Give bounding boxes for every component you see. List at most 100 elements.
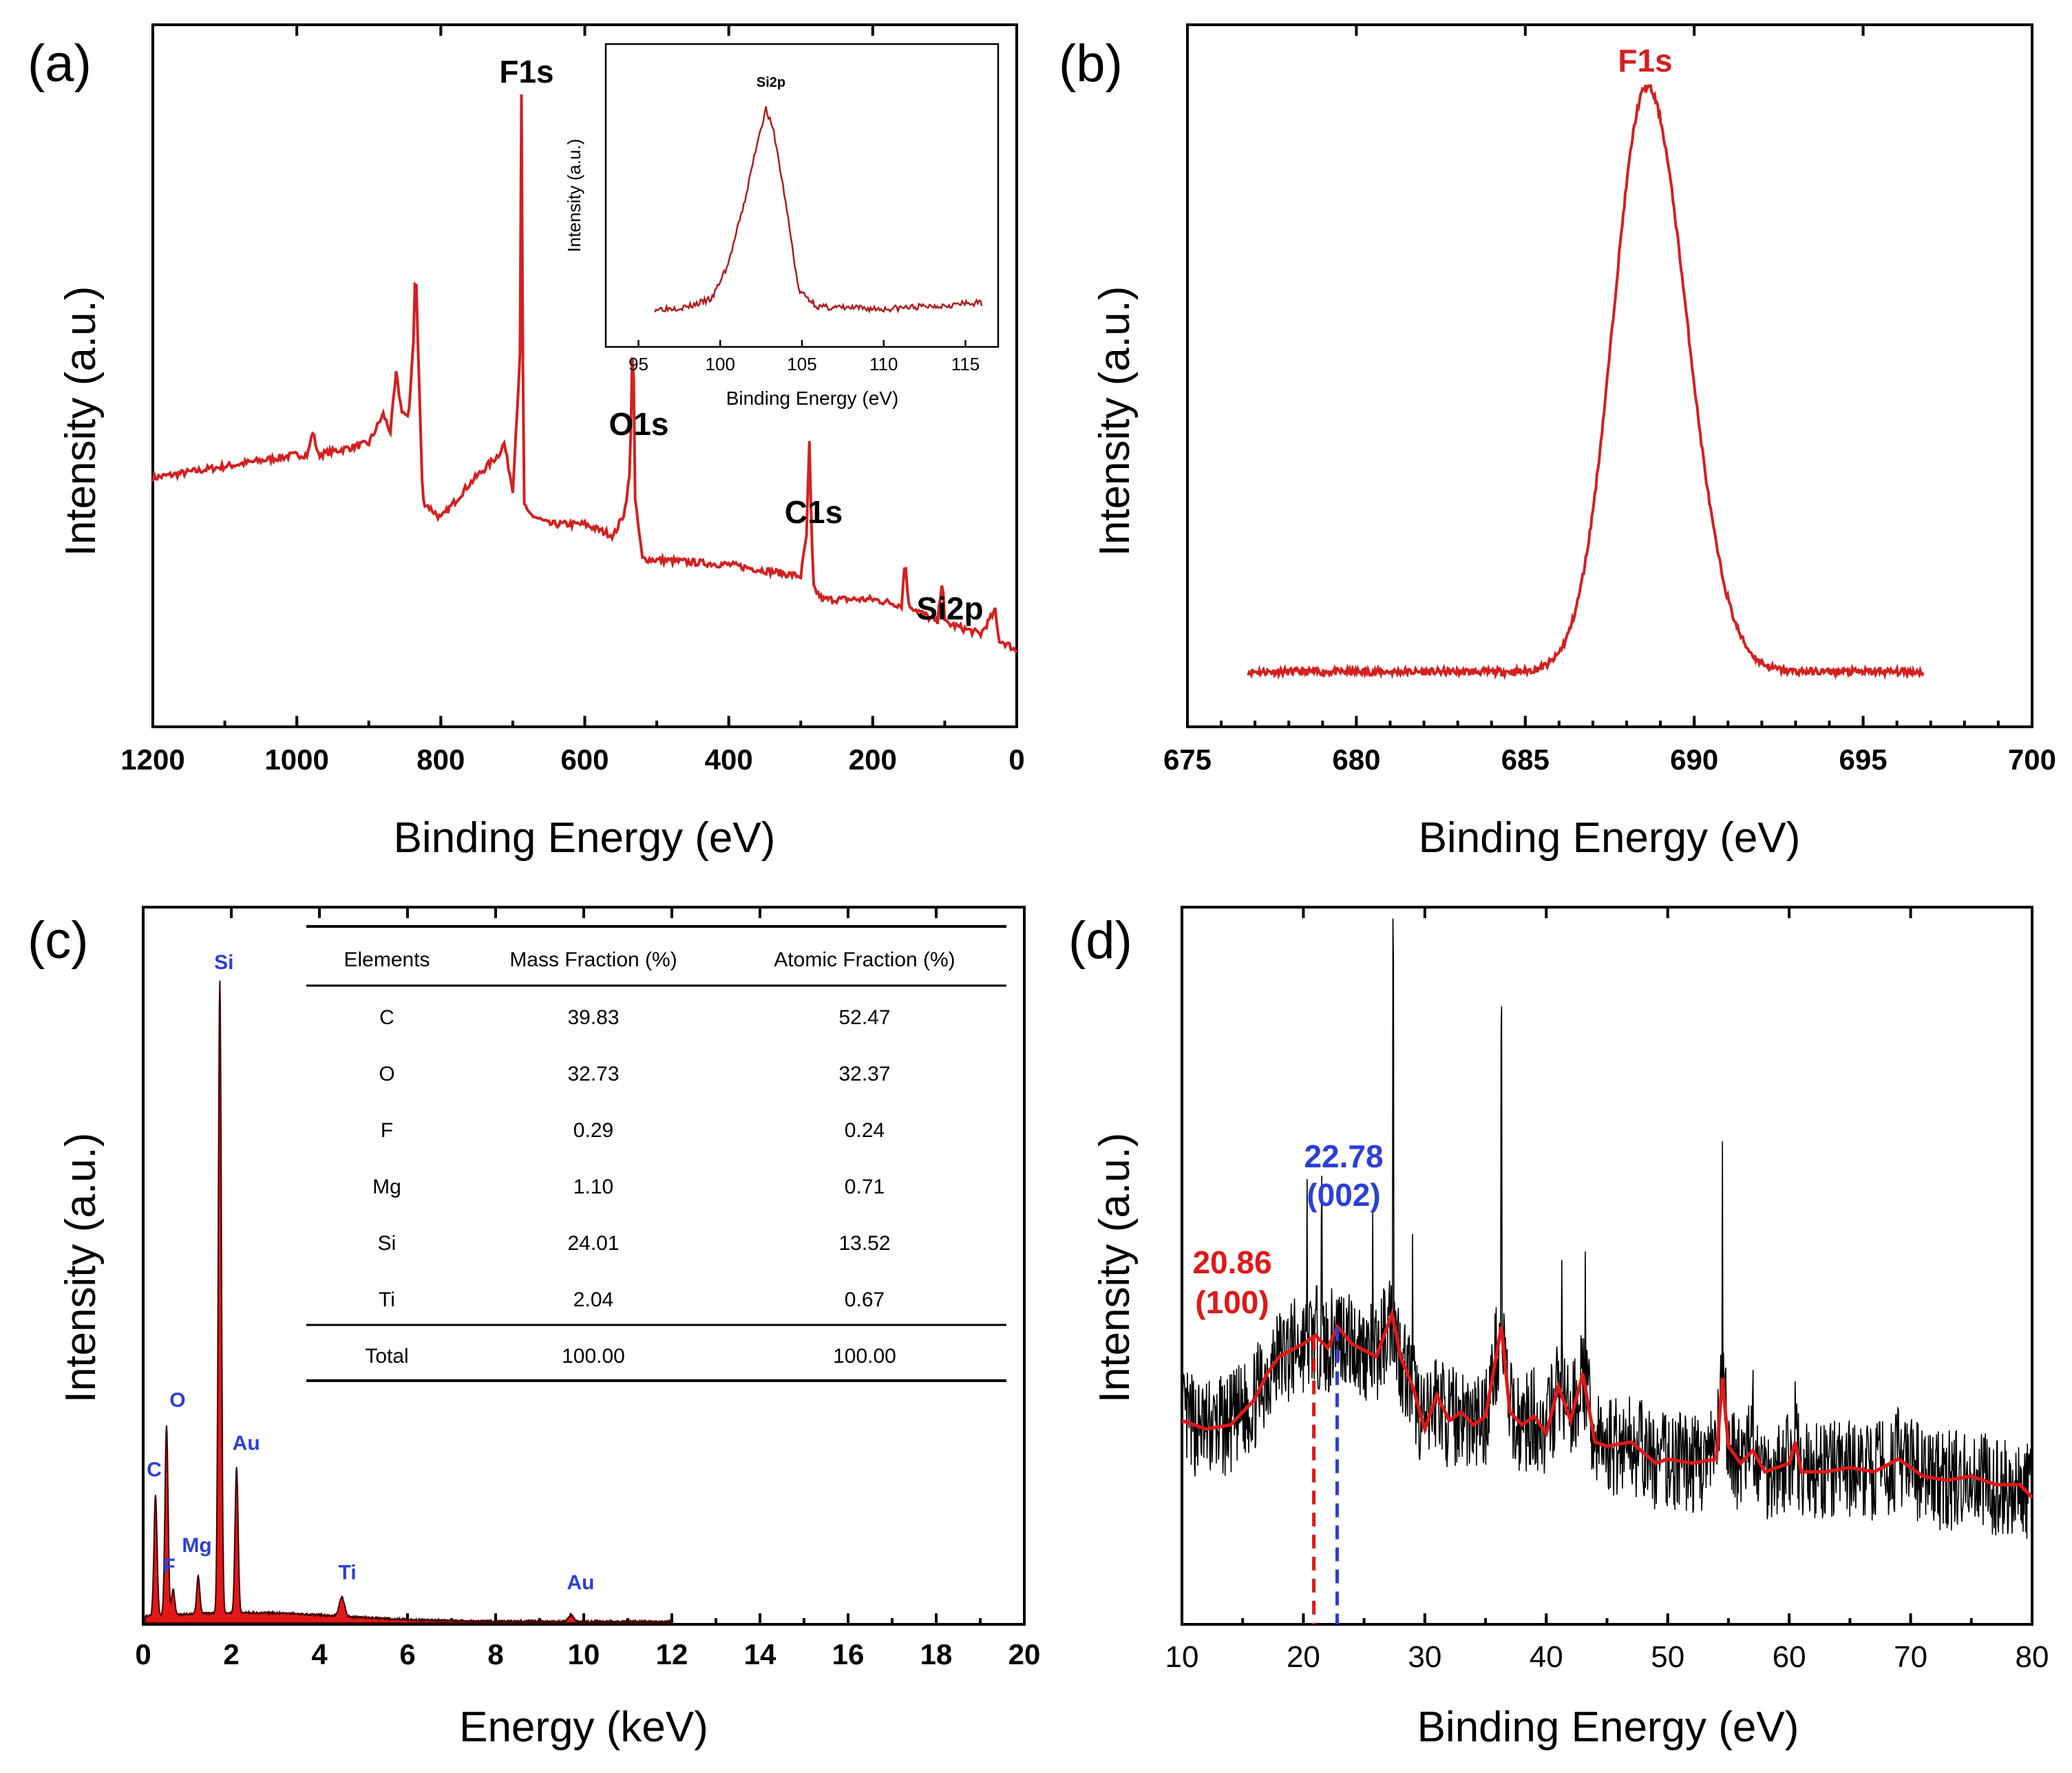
- x-tick-label: 6: [399, 1638, 415, 1670]
- panel-d-label: (d): [1068, 911, 1132, 970]
- table-cell: 1.10: [573, 1176, 613, 1198]
- inset-x-tick-label: 110: [869, 354, 898, 374]
- panel-a-label: (a): [28, 34, 92, 93]
- x-tick-label: 675: [1163, 743, 1212, 776]
- x-tick-label: 50: [1651, 1640, 1684, 1674]
- x-tick-label: 0: [1008, 743, 1024, 776]
- inset-x-title: Binding Energy (eV): [726, 387, 899, 409]
- peak-label-au: Au: [233, 1432, 260, 1454]
- table-cell: 39.83: [567, 1006, 619, 1029]
- marker-100-value: 20.86: [1192, 1244, 1271, 1280]
- inset-peak-label: Si2p: [757, 75, 785, 90]
- inset-x-tick-label: 105: [787, 354, 816, 374]
- x-tick-label: 70: [1894, 1640, 1927, 1674]
- table-total-cell: Total: [365, 1345, 408, 1368]
- panel-c-edx-spectrum: [145, 980, 673, 1625]
- panel-c: (c) 0 2 4 6 8 10 12 14 16 18 20 C O F Mg Si Au Ti Au Inte…: [28, 906, 1040, 1751]
- inset-x-tick-label: 100: [706, 354, 735, 374]
- panel-d-y-title: Intensity (a.u.): [1091, 1133, 1139, 1403]
- inset-frame: [604, 43, 1000, 348]
- panel-c-label: (c): [28, 911, 89, 970]
- composition-table: Elements Mass Fraction (%) Atomic Fracti…: [306, 925, 1006, 1382]
- table-cell: 32.73: [567, 1063, 619, 1085]
- table-header-atomic: Atomic Fraction (%): [774, 948, 955, 971]
- panel-b-frame: [1186, 23, 2033, 728]
- panel-a-x-title: Binding Energy (eV): [394, 814, 776, 862]
- peak-label-o: O: [169, 1389, 185, 1412]
- peak-label-ti: Ti: [339, 1561, 357, 1584]
- table-total-cell: 100.00: [562, 1345, 625, 1368]
- table-cell: 0.71: [845, 1176, 885, 1198]
- x-tick-label: 400: [705, 743, 753, 776]
- panel-b-f1s-line: [1247, 83, 1925, 681]
- label-o1s: O1s: [609, 406, 669, 442]
- x-tick-label: 1200: [120, 743, 184, 776]
- table-cell: Mg: [372, 1176, 401, 1198]
- table-cell: 52.47: [838, 1006, 890, 1029]
- peak-label-si: Si: [214, 951, 233, 974]
- table-cell: F: [381, 1119, 393, 1142]
- peak-label-c: C: [147, 1458, 162, 1481]
- panel-d-x-ticks: 10 20 30 40 50 60 70 80: [1165, 907, 2049, 1674]
- x-tick-label: 680: [1332, 743, 1380, 776]
- x-tick-label: 685: [1501, 743, 1550, 776]
- x-tick-label: 14: [744, 1638, 776, 1670]
- panel-a-inset: 95 100 105 110 115 Si2p Intensity (a.u.) Bin…: [564, 43, 1000, 409]
- table-total-cell: 100.00: [833, 1345, 896, 1368]
- marker-002-value: 22.78: [1304, 1138, 1383, 1174]
- x-tick-label: 80: [2016, 1640, 2049, 1674]
- x-tick-label: 700: [2008, 743, 2056, 776]
- table-cell: C: [379, 1006, 394, 1029]
- x-tick-label: 60: [1773, 1640, 1806, 1674]
- x-tick-label: 18: [920, 1638, 953, 1670]
- table-header-mass: Mass Fraction (%): [509, 948, 677, 971]
- panel-d-frame: [1181, 906, 2033, 1626]
- panel-d-raw-line: [1181, 918, 2033, 1539]
- panel-a: (a) 1200 1000 800 600 400 200 0 F1s O1s C1s Si…: [28, 23, 1025, 862]
- panel-b-x-ticks: 675 680 685 690 695 700: [1163, 25, 2056, 776]
- panel-d-smoothed-line: [1181, 1307, 2033, 1499]
- inset-x-ticks: 95 100 105 110 115: [628, 340, 980, 374]
- x-tick-label: 1000: [264, 743, 328, 776]
- panel-b-y-title: Intensity (a.u.): [1091, 286, 1139, 557]
- x-tick-label: 10: [568, 1638, 600, 1670]
- panel-a-survey-line: [151, 94, 1018, 654]
- inset-si2p-line: [654, 106, 983, 314]
- panel-a-x-ticks: 1200 1000 800 600 400 200 0: [120, 25, 1025, 776]
- panel-b-label: (b): [1059, 34, 1123, 93]
- panel-c-y-title: Intensity (a.u.): [57, 1133, 105, 1403]
- panel-a-y-title: Intensity (a.u.): [57, 286, 105, 557]
- table-cell: 2.04: [573, 1288, 613, 1311]
- marker-002-hkl: (002): [1307, 1177, 1380, 1213]
- panel-b-x-title: Binding Energy (eV): [1419, 814, 1801, 862]
- peak-label-au: Au: [567, 1571, 594, 1594]
- table-cell: Si: [378, 1232, 397, 1255]
- panel-b: (b) 675 680 685 690 695 700 F1s Intensity (a.…: [1059, 23, 2056, 862]
- label-b-f1s: F1s: [1618, 43, 1672, 78]
- x-tick-label: 30: [1408, 1640, 1441, 1674]
- panel-c-peak-labels: C O F Mg Si Au Ti Au: [147, 951, 594, 1594]
- x-tick-label: 200: [849, 743, 897, 776]
- inset-y-title: Intensity (a.u.): [564, 139, 584, 253]
- x-tick-label: 690: [1670, 743, 1718, 776]
- x-tick-label: 600: [560, 743, 609, 776]
- panel-c-x-ticks: 0 2 4 6 8 10 12 14 16 18 20: [135, 907, 1040, 1670]
- table-cell: 0.67: [845, 1288, 885, 1311]
- table-cell: 13.52: [838, 1232, 890, 1255]
- table-cell: Ti: [379, 1288, 395, 1311]
- peak-label-f: F: [162, 1555, 175, 1578]
- table-header-elements: Elements: [343, 948, 430, 971]
- table-cell: 0.24: [845, 1119, 885, 1142]
- x-tick-label: 695: [1839, 743, 1888, 776]
- panel-d: (d) 10 20 30 40 50 60 70 80 20.86 (100) 22.78 (…: [1068, 906, 2049, 1751]
- x-tick-label: 0: [135, 1638, 151, 1670]
- panel-d-x-title: Binding Energy (eV): [1417, 1703, 1799, 1751]
- panel-c-x-title: Energy (keV): [459, 1703, 708, 1751]
- marker-100-hkl: (100): [1195, 1284, 1269, 1320]
- x-tick-label: 16: [832, 1638, 865, 1670]
- x-tick-label: 10: [1165, 1640, 1199, 1674]
- x-tick-label: 800: [416, 743, 465, 776]
- inset-x-tick-label: 115: [951, 354, 980, 374]
- peak-label-mg: Mg: [182, 1534, 211, 1557]
- x-tick-label: 4: [311, 1638, 328, 1670]
